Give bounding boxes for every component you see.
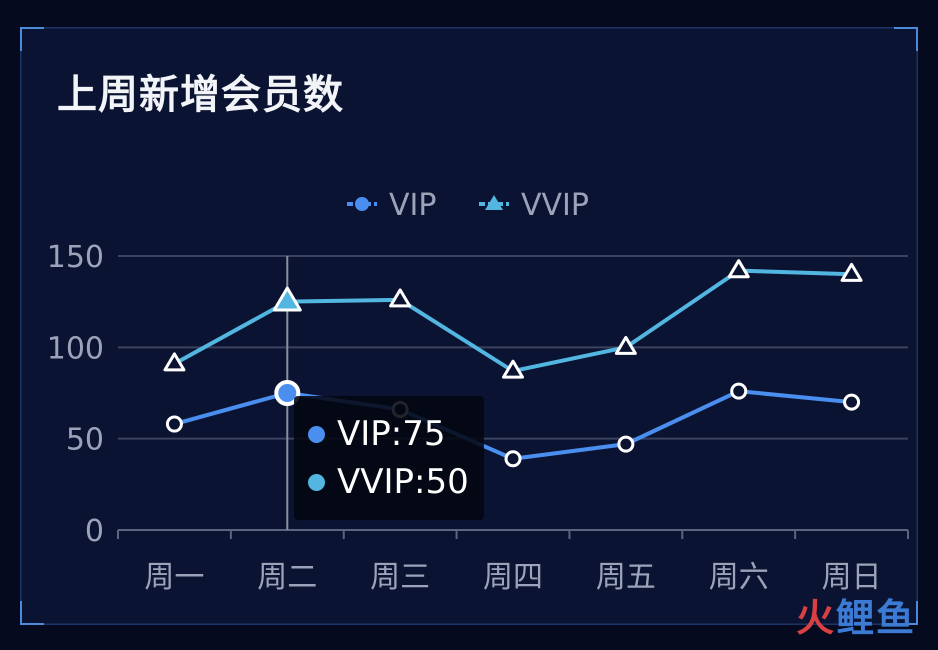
point-vvip: [614, 335, 637, 355]
legend-marker-vvip: [485, 195, 503, 210]
x-tick-label: 周四: [483, 560, 543, 595]
watermark-rest: 鲤鱼: [835, 596, 916, 640]
tooltip-vip-label: VIP:75: [337, 414, 446, 454]
x-tick-label: 周日: [822, 560, 882, 595]
tooltip-row-vvip: VVIP:50: [308, 458, 484, 506]
tooltip-vip-dot: [308, 425, 325, 443]
x-tick-label: 周六: [709, 560, 769, 595]
y-tick-label: 150: [47, 240, 104, 275]
point-vip: [843, 393, 861, 411]
point-vip: [504, 450, 522, 468]
x-tick-label: 周一: [144, 560, 204, 595]
y-tick-label: 100: [47, 331, 104, 366]
panel-corner-decoration: [20, 27, 44, 51]
point-vvip: [840, 262, 863, 282]
tooltip-vvip-label: VVIP:50: [337, 462, 469, 502]
panel-corner-decoration: [20, 601, 44, 625]
point-vip: [165, 415, 183, 433]
chart-tooltip: VIP:75 VVIP:50: [294, 396, 484, 520]
series-line-vvip: [173, 268, 852, 374]
watermark-fire: 火: [795, 596, 836, 640]
point-vvip: [727, 259, 750, 279]
point-vvip: [272, 286, 302, 312]
watermark-logo: 火鲤鱼: [796, 587, 916, 642]
panel-corner-decoration: [894, 601, 918, 625]
point-vvip: [163, 352, 186, 372]
y-tick-label: 50: [66, 423, 104, 458]
point-vip: [617, 435, 635, 453]
panel-title: 上周新增会员数: [57, 72, 344, 118]
legend-label-vip: VIP: [389, 188, 436, 223]
series-line-vip: [173, 389, 852, 461]
y-tick-label: 0: [85, 514, 104, 549]
legend-label-vvip: VVIP: [521, 188, 589, 223]
point-vip: [274, 380, 301, 406]
tooltip-row-vip: VIP:75: [308, 410, 484, 458]
legend-marker-vip: [355, 197, 369, 211]
point-vip: [730, 382, 748, 400]
tooltip-vvip-dot: [308, 473, 325, 491]
point-vvip: [389, 288, 412, 308]
point-vvip: [502, 359, 524, 379]
chart-panel: 上周新增会员数: [20, 27, 918, 625]
x-tick-label: 周二: [257, 560, 317, 595]
x-tick-label: 周五: [596, 560, 656, 595]
panel-corner-decoration: [894, 27, 918, 51]
x-tick-label: 周三: [370, 560, 430, 595]
